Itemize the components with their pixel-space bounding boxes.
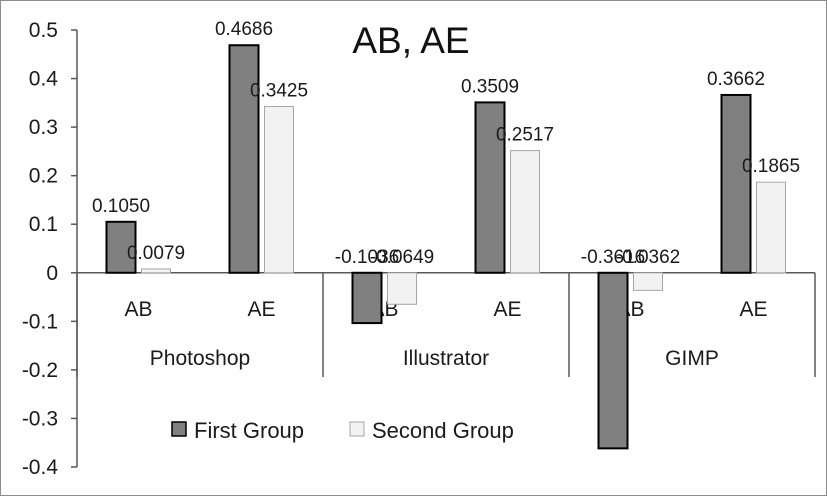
bar xyxy=(105,220,137,274)
y-tick-label: -0.3 xyxy=(22,407,58,430)
data-label: -0.1036 xyxy=(335,247,399,268)
legend-label: First Group xyxy=(194,418,304,443)
bar xyxy=(387,272,417,305)
data-label: 0.4686 xyxy=(215,19,273,40)
data-label: 0.0079 xyxy=(127,243,185,264)
data-label: 0.1050 xyxy=(92,196,150,217)
y-tick-label: 0.2 xyxy=(29,165,58,188)
bar xyxy=(264,105,294,274)
bar xyxy=(510,150,540,274)
chart-title: AB, AE xyxy=(352,20,469,61)
x-tick-label: AE xyxy=(493,298,521,321)
data-label: 0.3662 xyxy=(707,69,765,90)
legend-swatch xyxy=(171,421,187,437)
axis-layer: 0.50.40.30.20.10-0.1-0.2-0.3-0.4AB AE AB AE… xyxy=(22,19,816,479)
data-label: -0.3616 xyxy=(581,247,645,268)
y-tick-label: 0 xyxy=(46,262,58,285)
data-label: -0.0362 xyxy=(616,247,680,268)
legend: First Group Second Group xyxy=(171,418,514,443)
bar xyxy=(141,268,171,274)
bar xyxy=(597,271,629,450)
group-label: GIMP xyxy=(665,347,719,370)
data-label: 0.3425 xyxy=(250,80,308,101)
x-tick-label: AE xyxy=(739,298,767,321)
data-labels-layer: 0.1050 0.4686 -0.1036 0.3509 -0.3616 0.3662 0.… xyxy=(92,19,800,268)
x-tick-label: AE xyxy=(247,298,275,321)
bar xyxy=(351,271,383,325)
data-label: 0.2517 xyxy=(496,125,554,146)
y-tick-label: -0.1 xyxy=(22,310,58,333)
legend-label: Second Group xyxy=(372,418,514,443)
y-tick-label: 0.4 xyxy=(29,68,59,91)
x-tick-label: AB xyxy=(124,298,152,321)
bar xyxy=(720,93,752,274)
group-label: Illustrator xyxy=(403,347,489,370)
y-tick-label: 0.3 xyxy=(29,116,58,139)
legend-swatch xyxy=(349,421,365,437)
data-label: -0.0649 xyxy=(370,247,434,268)
group-label: Photoshop xyxy=(150,347,250,370)
bar xyxy=(228,44,260,274)
y-tick-label: 0.1 xyxy=(29,213,58,236)
data-label: 0.3509 xyxy=(461,76,519,97)
y-tick-label: -0.4 xyxy=(22,456,59,479)
data-label: 0.1865 xyxy=(742,156,800,177)
bars-layer xyxy=(105,44,786,450)
y-tick-label: 0.5 xyxy=(29,19,58,42)
bar xyxy=(633,272,663,291)
bar xyxy=(474,101,506,274)
bar xyxy=(756,181,786,274)
y-tick-label: -0.2 xyxy=(22,359,58,382)
